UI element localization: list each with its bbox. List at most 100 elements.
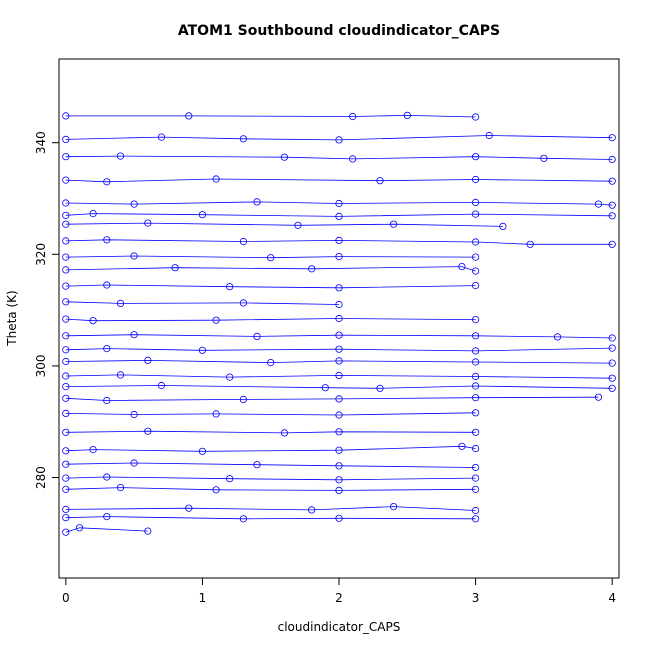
data-point	[62, 332, 70, 340]
data-point	[130, 200, 138, 208]
series-ascent-308	[62, 314, 480, 325]
data-point	[103, 473, 111, 481]
data-point	[335, 476, 343, 484]
data-point	[349, 112, 357, 121]
data-point	[239, 515, 247, 523]
data-point	[335, 331, 343, 339]
series-line	[65, 178, 613, 183]
data-point	[335, 236, 343, 244]
data-point	[75, 524, 84, 532]
data-point	[471, 463, 480, 472]
data-point	[335, 371, 343, 379]
data-point	[608, 374, 616, 382]
data-point	[335, 345, 343, 353]
data-point	[157, 381, 165, 390]
data-point	[308, 265, 316, 273]
data-point	[321, 384, 329, 392]
data-point	[471, 253, 480, 261]
series-line	[65, 445, 476, 452]
data-point	[62, 514, 70, 522]
series-line	[65, 385, 613, 389]
data-point	[608, 201, 616, 209]
data-point	[144, 219, 152, 227]
y-tick-label: 280	[34, 466, 48, 489]
series-ascent-327	[62, 210, 616, 220]
series-ascent-278	[62, 483, 480, 494]
data-point	[62, 428, 70, 436]
data-point	[103, 396, 111, 405]
data-point	[116, 299, 125, 307]
data-point	[335, 486, 343, 494]
data-point	[62, 253, 70, 261]
x-tick-label: 0	[62, 591, 70, 605]
series-ascent-340	[62, 131, 616, 144]
data-point	[594, 393, 603, 401]
series-line	[65, 374, 613, 379]
data-point	[458, 442, 466, 450]
data-point	[62, 372, 70, 380]
x-tick-label: 3	[472, 591, 480, 605]
data-point	[608, 177, 616, 185]
x-tick-label: 4	[608, 591, 616, 605]
data-point	[335, 357, 343, 365]
x-axis-label: cloudindicator_CAPS	[278, 620, 401, 634]
series-ascent-288	[62, 427, 480, 437]
chart-title: ATOM1 Southbound cloudindicator_CAPS	[178, 23, 500, 39]
series-ascent-314	[62, 281, 480, 292]
data-point	[89, 210, 97, 218]
data-point	[403, 111, 411, 120]
data-point	[471, 474, 480, 482]
x-tick-label: 2	[335, 591, 343, 605]
series-ascent-291	[62, 409, 480, 419]
data-point	[471, 382, 480, 390]
series-line	[65, 155, 613, 160]
data-point	[608, 155, 616, 164]
series-line	[65, 347, 613, 352]
data-point	[608, 334, 616, 342]
series-line	[65, 284, 476, 289]
data-point	[471, 485, 480, 493]
data-point	[144, 527, 152, 535]
data-point	[553, 333, 562, 341]
data-point	[226, 283, 234, 291]
data-point	[608, 212, 616, 220]
series-line	[65, 462, 476, 468]
data-point	[62, 220, 70, 228]
data-point	[198, 447, 206, 455]
series-layer	[62, 111, 616, 536]
data-point	[89, 317, 97, 325]
data-point	[471, 198, 480, 206]
data-point	[471, 394, 480, 402]
data-point	[471, 113, 480, 121]
data-point	[62, 199, 70, 207]
data-point	[62, 211, 70, 219]
series-ascent-273	[62, 512, 480, 523]
series-ascent-333	[62, 175, 616, 186]
data-point	[458, 262, 466, 271]
series-line	[65, 318, 476, 322]
data-point	[280, 153, 288, 161]
data-point	[62, 237, 70, 245]
series-ascent-282	[62, 459, 480, 472]
data-point	[335, 446, 343, 454]
data-point	[335, 253, 343, 261]
data-point	[267, 254, 275, 262]
series-ascent-301	[62, 356, 616, 367]
data-point	[308, 506, 316, 514]
data-point	[89, 445, 97, 454]
data-point	[471, 444, 480, 453]
data-point	[608, 384, 616, 392]
data-point	[335, 300, 343, 309]
data-point	[62, 409, 70, 417]
data-point	[335, 395, 343, 403]
plot-frame	[58, 58, 620, 579]
data-point	[349, 155, 357, 163]
data-point	[471, 332, 480, 340]
data-point	[608, 134, 616, 142]
data-point	[212, 486, 220, 494]
series-line	[65, 135, 613, 141]
data-point	[198, 211, 206, 219]
series-line	[65, 412, 476, 416]
data-point	[62, 135, 70, 143]
